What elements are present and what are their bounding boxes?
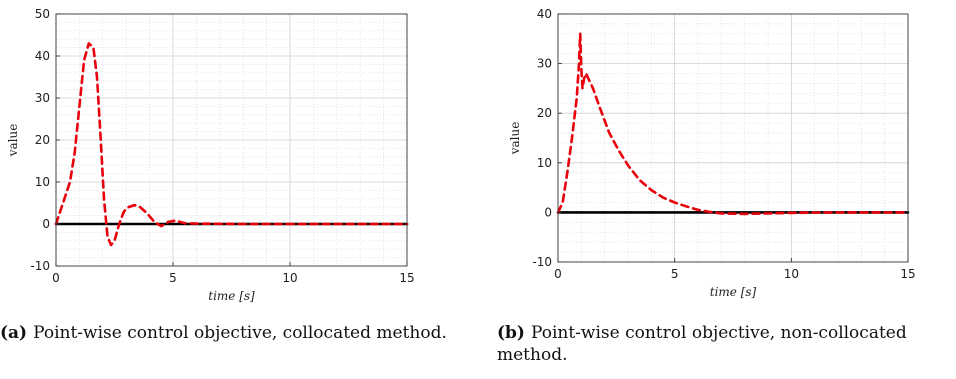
caption-b-text: Point-wise control objective, non-colloc…	[497, 323, 907, 365]
y-tick-label: 20	[537, 106, 552, 120]
y-tick-label: 20	[35, 133, 50, 147]
y-tick-label: 10	[35, 175, 50, 189]
y-tick-label: -10	[30, 259, 50, 273]
caption-b-tag: (b)	[497, 323, 525, 343]
y-tick-label: 30	[35, 91, 50, 105]
x-tick-label: 5	[169, 271, 177, 285]
y-tick-label: 10	[537, 156, 552, 170]
x-tick-label: 0	[554, 267, 562, 281]
x-tick-label: 0	[52, 271, 60, 285]
y-axis-label: value	[508, 122, 522, 156]
y-tick-label: 0	[42, 217, 50, 231]
caption-a-tag: (a)	[0, 323, 28, 343]
caption-b: (b) Point-wise control objective, non-col…	[497, 322, 952, 366]
x-axis-label: time [s]	[208, 289, 255, 303]
y-tick-label: 30	[537, 57, 552, 71]
x-tick-label: 10	[784, 267, 799, 281]
y-tick-label: 40	[35, 49, 50, 63]
x-tick-label: 15	[399, 271, 414, 285]
y-axis-label: value	[6, 124, 20, 158]
y-tick-label: 0	[544, 205, 552, 219]
x-tick-label: 10	[282, 271, 297, 285]
y-tick-label: 50	[35, 7, 50, 21]
x-tick-label: 5	[671, 267, 679, 281]
series-line-dashed	[556, 32, 910, 216]
caption-a-text: Point-wise control objective, collocated…	[33, 323, 447, 343]
plot-area	[558, 14, 908, 262]
series-line-dashed	[54, 42, 409, 247]
caption-a: (a) Point-wise control objective, colloca…	[0, 322, 460, 344]
y-tick-label: 40	[537, 7, 552, 21]
x-tick-label: 15	[900, 267, 915, 281]
axes-box	[557, 13, 909, 263]
x-axis-label: time [s]	[710, 285, 757, 299]
y-tick-label: -10	[532, 255, 552, 269]
